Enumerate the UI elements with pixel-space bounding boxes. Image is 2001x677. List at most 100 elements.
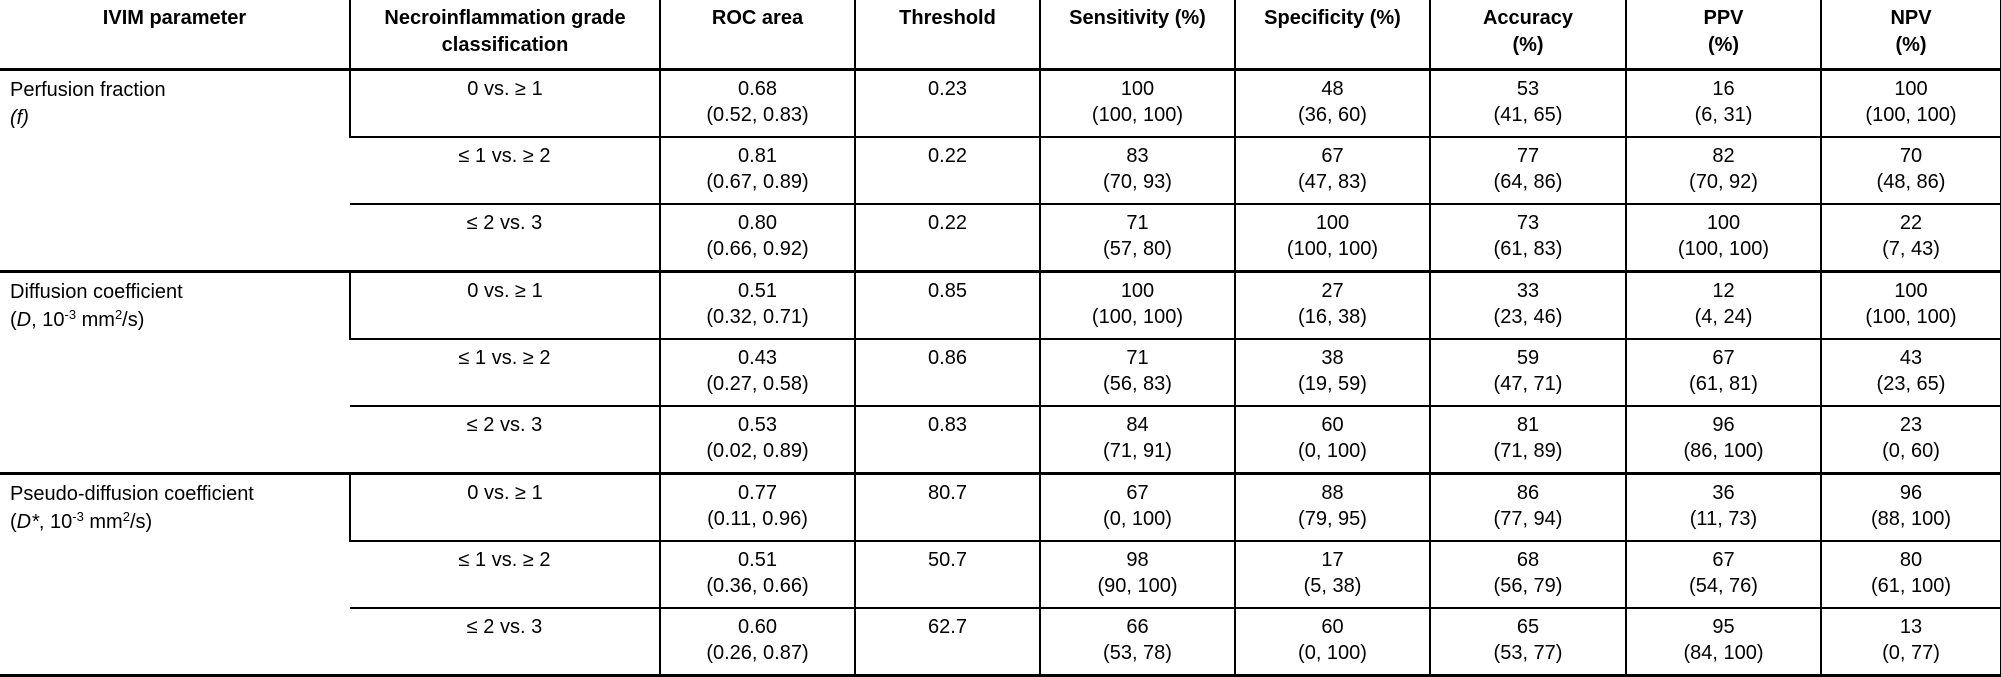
param-cell-diffusion-coefficient: Diffusion coefficient (D, 10-3 mm2/s) — [0, 270, 350, 474]
header-label: Sensitivity (%) — [1069, 7, 1206, 29]
npv-cell: 13 (0, 77) — [1820, 607, 2001, 676]
sensitivity-cell: 83 (70, 93) — [1039, 136, 1235, 204]
threshold-cell: 0.85 — [854, 270, 1040, 339]
sensitivity-cell: 100 (100, 100) — [1039, 68, 1235, 137]
ppv-cell: 67 (61, 81) — [1625, 338, 1821, 406]
classification-cell: ≤ 1 vs. ≥ 2 — [350, 338, 660, 406]
table-row: ≤ 2 vs. 3 0.53 (0.02, 0.89) 0.83 84 (71, 9… — [0, 405, 2001, 474]
threshold-cell: 62.7 — [854, 607, 1040, 676]
sensitivity-cell: 71 (57, 80) — [1039, 203, 1235, 272]
header-row: IVIM parameter Necroinflammation grade cl… — [0, 0, 2001, 71]
npv-cell: 96 (88, 100) — [1820, 472, 2001, 541]
sensitivity-cell: 100 (100, 100) — [1039, 270, 1235, 339]
specificity-cell: 27 (16, 38) — [1234, 270, 1430, 339]
accuracy-cell: 81 (71, 89) — [1429, 405, 1626, 474]
npv-cell: 43 (23, 65) — [1820, 338, 2001, 406]
specificity-cell: 67 (47, 83) — [1234, 136, 1430, 204]
npv-cell: 100 (100, 100) — [1820, 270, 2001, 339]
ppv-cell: 36 (11, 73) — [1625, 472, 1821, 541]
col-header-npv: NPV (%) — [1820, 0, 2001, 71]
header-label: ROC area — [711, 7, 804, 29]
specificity-cell: 60 (0, 100) — [1234, 405, 1430, 474]
header-label: Specificity (%) — [1264, 7, 1401, 29]
col-header-accuracy: Accuracy (%) — [1429, 0, 1626, 71]
ppv-cell: 12 (4, 24) — [1625, 270, 1821, 339]
param-cell-perfusion-fraction: Perfusion fraction (f) — [0, 68, 350, 272]
threshold-cell: 0.83 — [854, 405, 1040, 474]
table-row: ≤ 2 vs. 3 0.80 (0.66, 0.92) 0.22 71 (57, 8… — [0, 203, 2001, 272]
classification-cell: 0 vs. ≥ 1 — [349, 472, 660, 541]
col-header-classification: Necroinflammation grade classification — [349, 0, 660, 71]
threshold-cell: 80.7 — [854, 472, 1040, 541]
header-label: Threshold — [899, 7, 996, 29]
npv-cell: 80 (61, 100) — [1820, 540, 2001, 608]
header-label: IVIM parameter — [102, 7, 247, 29]
roc-cell: 0.43 (0.27, 0.58) — [659, 338, 855, 406]
table-row: Perfusion fraction (f) 0 vs. ≥ 1 0.68 (0.… — [0, 68, 2001, 272]
accuracy-cell: 65 (53, 77) — [1429, 607, 1626, 676]
classification-cell: 0 vs. ≥ 1 — [349, 270, 660, 339]
npv-cell: 70 (48, 86) — [1820, 136, 2001, 204]
roc-cell: 0.81 (0.67, 0.89) — [659, 136, 855, 204]
roc-cell: 0.51 (0.36, 0.66) — [659, 540, 855, 608]
ppv-cell: 100 (100, 100) — [1625, 203, 1821, 272]
classification-cell: ≤ 1 vs. ≥ 2 — [350, 136, 660, 204]
ppv-cell: 67 (54, 76) — [1625, 540, 1821, 608]
accuracy-cell: 33 (23, 46) — [1429, 270, 1626, 339]
classification-cell: ≤ 1 vs. ≥ 2 — [350, 540, 660, 608]
col-header-threshold: Threshold — [854, 0, 1040, 71]
npv-cell: 100 (100, 100) — [1820, 68, 2001, 137]
param-name: Pseudo-diffusion coefficient — [10, 483, 254, 505]
accuracy-cell: 59 (47, 71) — [1429, 338, 1626, 406]
sensitivity-cell: 98 (90, 100) — [1039, 540, 1235, 608]
ppv-cell: 82 (70, 92) — [1625, 136, 1821, 204]
classification-cell: ≤ 2 vs. 3 — [350, 203, 660, 272]
classification-cell: ≤ 2 vs. 3 — [350, 405, 660, 474]
ppv-cell: 95 (84, 100) — [1625, 607, 1821, 676]
table-row: ≤ 1 vs. ≥ 2 0.43 (0.27, 0.58) 0.86 71 (56,… — [0, 338, 2001, 406]
threshold-cell: 0.23 — [854, 68, 1040, 137]
roc-cell: 0.80 (0.66, 0.92) — [659, 203, 855, 272]
roc-cell: 0.77 (0.11, 0.96) — [659, 472, 855, 541]
npv-cell: 22 (7, 43) — [1820, 203, 2001, 272]
specificity-cell: 17 (5, 38) — [1234, 540, 1430, 608]
roc-cell: 0.60 (0.26, 0.87) — [659, 607, 855, 676]
col-header-specificity: Specificity (%) — [1234, 0, 1430, 71]
header-label: Accuracy — [1482, 7, 1574, 29]
specificity-cell: 38 (19, 59) — [1234, 338, 1430, 406]
header-label: PPV — [1703, 7, 1744, 29]
table-row: ≤ 1 vs. ≥ 2 0.51 (0.36, 0.66) 50.7 98 (90,… — [0, 540, 2001, 608]
roc-cell: 0.51 (0.32, 0.71) — [659, 270, 855, 339]
specificity-cell: 48 (36, 60) — [1234, 68, 1430, 137]
col-header-ppv: PPV (%) — [1625, 0, 1821, 71]
sensitivity-cell: 71 (56, 83) — [1039, 338, 1235, 406]
accuracy-cell: 68 (56, 79) — [1429, 540, 1626, 608]
param-name: Diffusion coefficient — [10, 281, 183, 303]
sensitivity-cell: 84 (71, 91) — [1039, 405, 1235, 474]
specificity-cell: 60 (0, 100) — [1234, 607, 1430, 676]
accuracy-cell: 73 (61, 83) — [1429, 203, 1626, 272]
specificity-cell: 100 (100, 100) — [1234, 203, 1430, 272]
threshold-cell: 0.86 — [854, 338, 1040, 406]
param-symbol: (f) — [10, 107, 29, 129]
sensitivity-cell: 67 (0, 100) — [1039, 472, 1235, 541]
table-row: Pseudo-diffusion coefficient (D*, 10-3 m… — [0, 472, 2001, 676]
param-name: Perfusion fraction — [10, 79, 166, 101]
specificity-cell: 88 (79, 95) — [1234, 472, 1430, 541]
threshold-cell: 50.7 — [854, 540, 1040, 608]
col-header-roc-area: ROC area — [659, 0, 855, 71]
table-row: Diffusion coefficient (D, 10-3 mm2/s) 0 … — [0, 270, 2001, 474]
accuracy-cell: 53 (41, 65) — [1429, 68, 1626, 137]
threshold-cell: 0.22 — [854, 203, 1040, 272]
param-cell-pseudo-diffusion-coefficient: Pseudo-diffusion coefficient (D*, 10-3 m… — [0, 472, 350, 676]
npv-cell: 23 (0, 60) — [1820, 405, 2001, 474]
param-symbol: (D, 10-3 mm2/s) — [10, 307, 145, 331]
header-label: NPV — [1890, 7, 1932, 29]
accuracy-cell: 77 (64, 86) — [1429, 136, 1626, 204]
col-header-sensitivity: Sensitivity (%) — [1039, 0, 1235, 71]
col-header-ivim-parameter: IVIM parameter — [0, 0, 350, 71]
accuracy-cell: 86 (77, 94) — [1429, 472, 1626, 541]
classification-cell: ≤ 2 vs. 3 — [350, 607, 660, 676]
param-symbol: (D*, 10-3 mm2/s) — [10, 509, 153, 533]
